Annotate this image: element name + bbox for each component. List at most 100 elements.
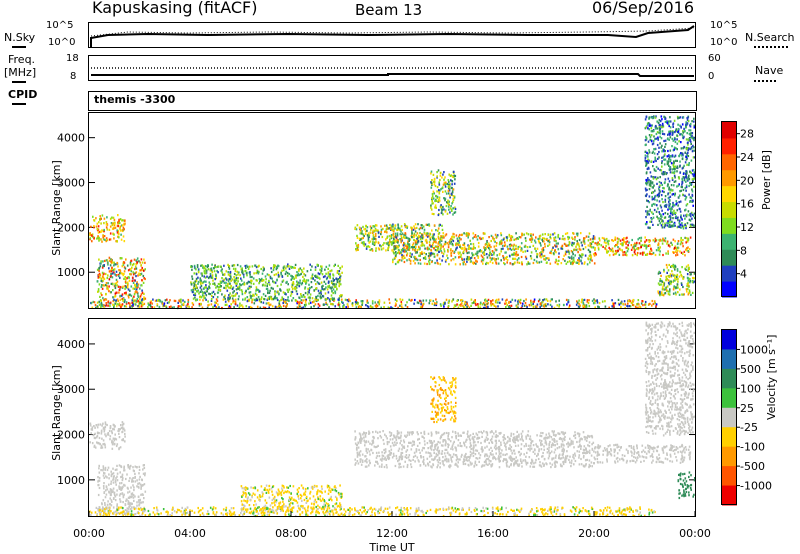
power-cell [313,289,315,292]
power-cell [658,119,661,122]
power-cell [653,152,656,155]
power-cell [252,277,255,280]
power-cell [530,257,533,260]
power-cell [205,265,207,268]
power-cell [95,306,97,309]
power-cell [410,226,412,229]
power-cell [101,304,104,307]
power-cell [688,178,691,181]
power-cell [452,200,454,204]
power-cell [330,302,332,306]
power-cell [321,287,323,290]
power-cell [650,140,653,143]
power-cell [521,233,523,236]
power-cell [99,295,101,298]
power-cell [429,252,432,255]
power-cell [671,213,674,216]
power-cell [525,298,527,301]
power-cell [337,303,340,306]
power-cell [370,226,373,230]
power-cell [102,236,104,239]
power-cell [113,222,116,225]
power-cell [278,302,280,305]
power-cell [126,281,129,284]
power-cell [679,190,681,193]
power-cell [135,263,137,266]
power-cell [431,235,433,239]
power-cell [448,187,450,190]
power-cell [109,217,112,220]
power-cell [617,298,620,301]
power-cell [452,197,455,201]
power-cell [397,228,400,231]
power-cell [356,246,359,249]
power-cell [655,169,657,172]
power-cell [415,226,418,229]
power-cell [187,298,190,302]
power-cell [434,240,437,243]
power-cell [317,289,320,292]
power-cell [203,272,206,275]
power-cell [664,181,666,184]
power-cell [552,233,554,236]
power-cell [662,173,664,176]
power-cell [107,282,109,285]
power-cell [691,169,694,172]
power-cell [116,261,118,265]
power-cell [602,245,604,248]
power-cell [651,195,653,199]
power-cell [676,275,678,279]
power-cell [545,257,547,260]
power-cell [285,270,287,273]
velocity-cell [104,466,107,469]
power-cell [230,279,232,282]
power-cell [404,224,406,227]
power-cell [135,271,138,274]
power-cell [640,244,642,247]
power-cell [331,298,334,301]
power-cell [669,199,671,202]
power-cell [493,253,495,256]
power-cell [327,271,330,274]
power-cell [308,289,311,292]
velocity-cell [122,495,125,498]
power-cell [102,238,105,241]
power-cell [100,230,102,233]
power-cell [524,245,527,248]
power-cell [382,227,384,230]
power-cell [541,238,543,241]
power-cell [451,175,454,178]
velocity-cell [98,432,100,435]
power-cell [673,209,675,212]
power-cell [658,187,660,190]
power-cell [121,272,124,275]
power-cell [201,306,204,309]
power-cell [316,263,319,266]
power-cell [451,236,453,239]
power-cell [290,291,293,294]
power-cell [105,223,108,226]
power-cell [532,302,534,305]
power-cell [422,299,425,302]
power-cell [297,281,300,284]
power-cell [200,279,202,282]
power-cell [436,245,438,248]
power-cell [491,261,494,265]
power-cell [662,155,665,159]
power-cell [342,306,345,309]
power-cell [304,301,307,304]
power-cell [104,259,106,262]
power-cell [233,281,236,284]
power-cell [372,234,375,237]
power-cell [681,293,683,296]
power-cell [530,240,533,243]
power-cell [682,277,684,280]
power-cell [567,235,569,239]
power-cell [676,283,679,286]
power-cell [190,281,192,284]
velocity-cell [101,424,103,427]
power-cell [201,274,203,277]
power-cell [468,257,470,260]
power-cell [497,305,499,308]
power-cell [680,241,683,244]
